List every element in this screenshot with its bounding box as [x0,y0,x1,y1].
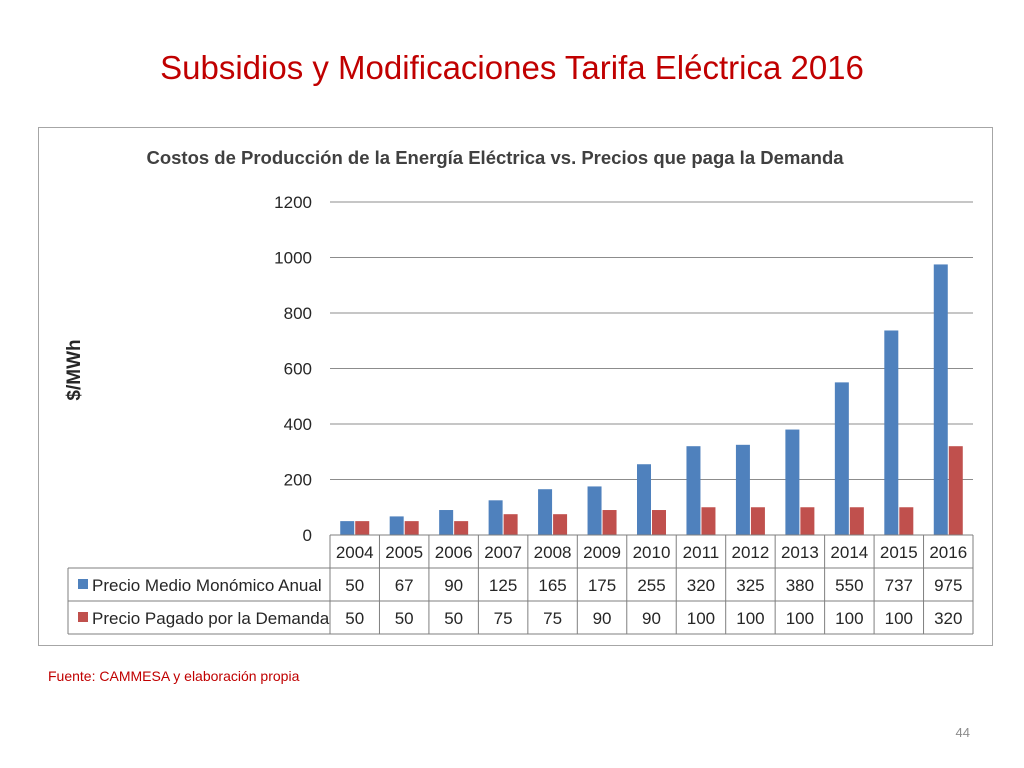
data-label: 320 [687,576,715,595]
legend-label: Precio Medio Monómico Anual [92,576,322,595]
page-number: 44 [955,725,970,740]
bar [587,486,602,535]
y-tick-label: 800 [284,304,312,323]
bar [686,446,701,535]
data-label: 550 [835,576,863,595]
data-label: 255 [637,576,665,595]
bar [454,521,469,535]
bar [602,510,617,535]
legend-label: Precio Pagado por la Demanda [92,609,330,628]
bar [340,521,355,535]
bar [785,429,800,535]
bar [538,489,553,535]
bar [404,521,419,535]
bar [389,516,404,535]
bar [701,507,716,535]
x-tick-label: 2007 [484,543,522,562]
data-label: 100 [835,609,863,628]
x-tick-label: 2016 [929,543,967,562]
data-label: 90 [444,576,463,595]
chart-frame [38,127,993,646]
data-label: 100 [736,609,764,628]
bar [488,500,503,535]
y-tick-label: 400 [284,415,312,434]
bar [439,510,454,535]
data-label: 50 [345,609,364,628]
data-label: 100 [786,609,814,628]
bar [933,264,948,535]
data-label: 90 [593,609,612,628]
bar [899,507,914,535]
data-label: 125 [489,576,517,595]
data-label: 75 [543,609,562,628]
bar [884,330,899,535]
data-label: 380 [786,576,814,595]
x-tick-label: 2008 [534,543,572,562]
data-label: 100 [885,609,913,628]
x-tick-label: 2006 [435,543,473,562]
x-tick-label: 2014 [830,543,868,562]
x-tick-label: 2009 [583,543,621,562]
y-tick-label: 0 [303,526,312,545]
x-tick-label: 2013 [781,543,819,562]
legend-swatch [78,612,88,622]
data-label: 50 [395,609,414,628]
bar [735,444,750,535]
y-tick-label: 200 [284,471,312,490]
y-tick-label: 600 [284,360,312,379]
bar [553,514,568,535]
data-label: 325 [736,576,764,595]
legend-swatch [78,579,88,589]
data-label: 320 [934,609,962,628]
bar [750,507,765,535]
data-label: 50 [444,609,463,628]
data-label: 175 [588,576,616,595]
chart-title: Costos de Producción de la Energía Eléct… [146,147,844,168]
x-tick-label: 2012 [732,543,770,562]
bar [849,507,864,535]
data-label: 90 [642,609,661,628]
x-tick-label: 2005 [385,543,423,562]
bar [800,507,815,535]
source-note: Fuente: CAMMESA y elaboración propia [48,668,300,684]
data-label: 67 [395,576,414,595]
bar [948,446,963,535]
data-label: 100 [687,609,715,628]
bar [834,382,849,535]
bar [652,510,666,535]
data-label: 50 [345,576,364,595]
y-tick-label: 1200 [274,193,312,212]
data-label: 75 [494,609,513,628]
bar [637,464,651,535]
y-axis-label: $/MWh [64,339,85,400]
data-label: 975 [934,576,962,595]
y-tick-label: 1000 [274,249,312,268]
x-tick-label: 2004 [336,543,374,562]
data-label: 737 [885,576,913,595]
x-tick-label: 2010 [633,543,671,562]
x-tick-label: 2011 [683,543,720,562]
bar [355,521,370,535]
bar [503,514,518,535]
x-tick-label: 2015 [880,543,918,562]
slide-title: Subsidios y Modificaciones Tarifa Eléctr… [160,49,864,86]
data-label: 165 [538,576,566,595]
